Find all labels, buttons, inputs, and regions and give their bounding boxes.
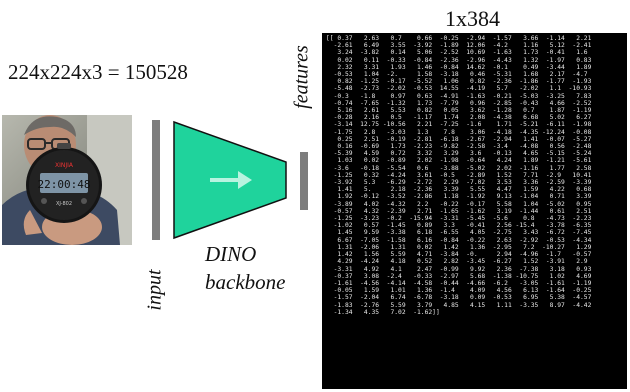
input-photo: 22:00:48 XINJIA XJ-802 xyxy=(2,115,132,245)
features-axis-label-box: features xyxy=(282,32,322,122)
input-axis-label: input xyxy=(143,269,166,311)
input-layer-bar xyxy=(152,120,160,240)
features-layer-bar xyxy=(300,152,308,210)
features-axis-label: features xyxy=(290,45,313,109)
backbone-label-line1: DINO xyxy=(205,242,257,266)
input-size-label: 224x224x3 = 150528 xyxy=(8,60,188,84)
stopwatch-display: 22:00:48 xyxy=(38,178,91,191)
features-dims-label: 1x384 xyxy=(445,6,500,31)
backbone-label-line2: backbone xyxy=(205,270,286,294)
arrow-right-icon xyxy=(210,171,252,189)
feature-matrix-text: [[ 0.37 2.63 0.7 0.66 -0.25 -2.94 -1.57 … xyxy=(326,35,592,316)
person-holding-stopwatch-icon: 22:00:48 XINJIA XJ-802 xyxy=(2,115,132,245)
stopwatch-model: XJ-802 xyxy=(56,201,72,207)
dino-backbone-trapezoid xyxy=(173,120,287,240)
feature-matrix-panel: [[ 0.37 2.63 0.7 0.66 -0.25 -2.94 -1.57 … xyxy=(322,33,627,389)
backbone-label: DINO backbone xyxy=(205,240,285,296)
stopwatch-brand: XINJIA xyxy=(55,162,74,169)
input-axis-label-box: input xyxy=(130,255,180,325)
